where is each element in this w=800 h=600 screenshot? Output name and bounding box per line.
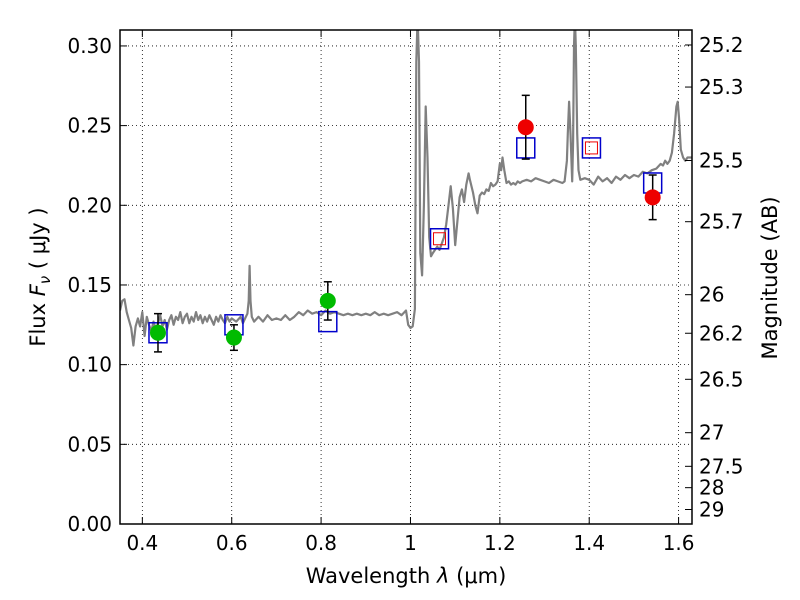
model-flux-square xyxy=(581,137,602,159)
x-axis-label-main: Wavelength xyxy=(306,564,437,588)
x-tick-label: 1 xyxy=(404,531,417,555)
y-axis-label-subscript: ν xyxy=(36,276,54,284)
observed-flux-point xyxy=(644,189,661,206)
x-tick-label: 0.8 xyxy=(305,531,337,555)
x-axis-label-symbol: λ xyxy=(436,564,449,588)
upper-limit-square xyxy=(433,232,447,246)
y-tick-label: 0.10 xyxy=(67,353,112,377)
observed-flux-point xyxy=(319,292,336,309)
right-tick-label: 29 xyxy=(699,497,724,521)
x-axis-label: Wavelength λ (μm) xyxy=(306,564,507,588)
y-tick-label: 0.30 xyxy=(67,34,112,58)
x-axis-label-unit: (μm) xyxy=(449,564,506,588)
spectrum-line xyxy=(120,30,692,347)
y-axis-label-unit: ( μJy ) xyxy=(26,207,50,275)
right-tick-label: 25.7 xyxy=(699,210,744,234)
right-tick-label: 27.5 xyxy=(699,454,744,478)
x-tick-label: 1.2 xyxy=(484,531,516,555)
y-axis-label-main: Flux xyxy=(26,296,50,346)
y-tick-label: 0.00 xyxy=(67,512,112,536)
y-axis-label: Flux Fν ( μJy ) xyxy=(26,207,54,346)
x-tick-label: 0.6 xyxy=(216,531,248,555)
right-tick-label: 25.2 xyxy=(699,33,744,57)
right-tick-label: 26.5 xyxy=(699,367,744,391)
right-tick-label: 28 xyxy=(699,476,724,500)
y-tick-label: 0.20 xyxy=(67,193,112,217)
y-tick-label: 0.05 xyxy=(67,432,112,456)
y-axis-label-symbol: F xyxy=(26,283,50,296)
ticks-layer: 0.4 0.6 0.8 1 1.2 1.4 1.6 0.00 0.05 0.10 0.15 0.20 0… xyxy=(67,30,744,555)
right-tick-label: 25.3 xyxy=(699,75,744,99)
y-tick-label: 0.25 xyxy=(67,114,112,138)
y-tick-label: 0.15 xyxy=(67,273,112,297)
upper-limit-square xyxy=(584,141,598,155)
right-tick-label: 27 xyxy=(699,421,724,445)
model-flux-square xyxy=(429,228,450,250)
observed-flux-point xyxy=(149,324,166,341)
x-tick-label: 1.6 xyxy=(663,531,695,555)
observed-flux-point xyxy=(517,119,534,136)
plot-frame xyxy=(119,29,693,525)
right-tick-label: 26 xyxy=(699,283,724,307)
observed-flux-point xyxy=(225,329,242,346)
plot-layer xyxy=(120,30,692,353)
right-tick-label: 26.2 xyxy=(699,321,744,345)
right-axis-label: Magnitude (AB) xyxy=(758,196,782,359)
x-tick-label: 0.4 xyxy=(126,531,158,555)
x-tick-label: 1.4 xyxy=(573,531,605,555)
right-tick-label: 25.5 xyxy=(699,149,744,173)
